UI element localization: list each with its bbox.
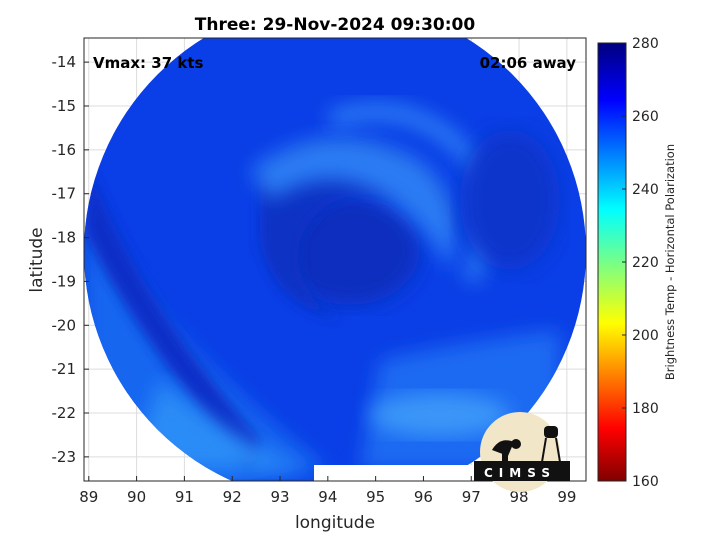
y-tick-label: -17: [52, 185, 77, 203]
y-tick-label: -22: [52, 404, 77, 422]
y-tick-label: -20: [52, 316, 77, 334]
chart-title: Three: 29-Nov-2024 09:30:00: [195, 15, 476, 35]
colorbar-tick-label: 260: [632, 109, 659, 125]
y-tick-label: -14: [52, 53, 77, 71]
y-tick-label: -19: [52, 272, 77, 290]
colorbar-tick-label: 160: [632, 474, 659, 490]
x-tick-label: 95: [366, 488, 385, 506]
colorbar-tick-label: 240: [632, 182, 659, 198]
x-tick-label: 90: [127, 488, 146, 506]
x-tick-label: 92: [223, 488, 242, 506]
x-tick-label: 98: [510, 488, 529, 506]
y-tick-label: -21: [52, 360, 77, 378]
x-tick-label: 97: [462, 488, 481, 506]
colorbar-tick-label: 220: [632, 255, 659, 271]
x-axis: 89 90 91 92 93 94 95 96 97 98 99: [79, 476, 576, 506]
y-axis-label: latitude: [27, 227, 47, 292]
x-axis-label: longitude: [295, 513, 375, 533]
y-tick-label: -18: [52, 229, 77, 247]
x-tick-label: 96: [414, 488, 433, 506]
cimss-logo: CIMSS: [474, 412, 570, 492]
colorbar-ticks: 160 180 200 220 240 260 280: [622, 36, 659, 490]
x-tick-label: 99: [557, 488, 576, 506]
colorbar-gradient: [597, 42, 627, 482]
y-tick-label: -16: [52, 141, 77, 159]
time-away-annotation: 02:06 away: [480, 54, 577, 72]
colorbar-tick-label: 200: [632, 328, 659, 344]
x-tick-label: 94: [318, 488, 337, 506]
y-axis: -14 -15 -16 -17 -18 -19 -20 -21 -22 -23: [52, 53, 89, 466]
y-tick-label: -23: [52, 448, 77, 466]
vmax-annotation: Vmax: 37 kts: [93, 54, 203, 72]
x-tick-label: 93: [270, 488, 289, 506]
plot-frame: [83, 37, 587, 482]
colorbar-tick-label: 280: [632, 36, 659, 52]
logo-text: CIMSS: [484, 466, 556, 480]
x-tick-label: 91: [175, 488, 194, 506]
colorbar-tick-label: 180: [632, 401, 659, 417]
x-tick-label: 89: [79, 488, 98, 506]
colorbar: 160 180 200 220 240 260 280 Brightness Temp - …: [597, 36, 677, 490]
y-tick-label: -15: [52, 97, 77, 115]
colorbar-label: Brightness Temp - Horizontal Polarizatio…: [663, 144, 677, 380]
